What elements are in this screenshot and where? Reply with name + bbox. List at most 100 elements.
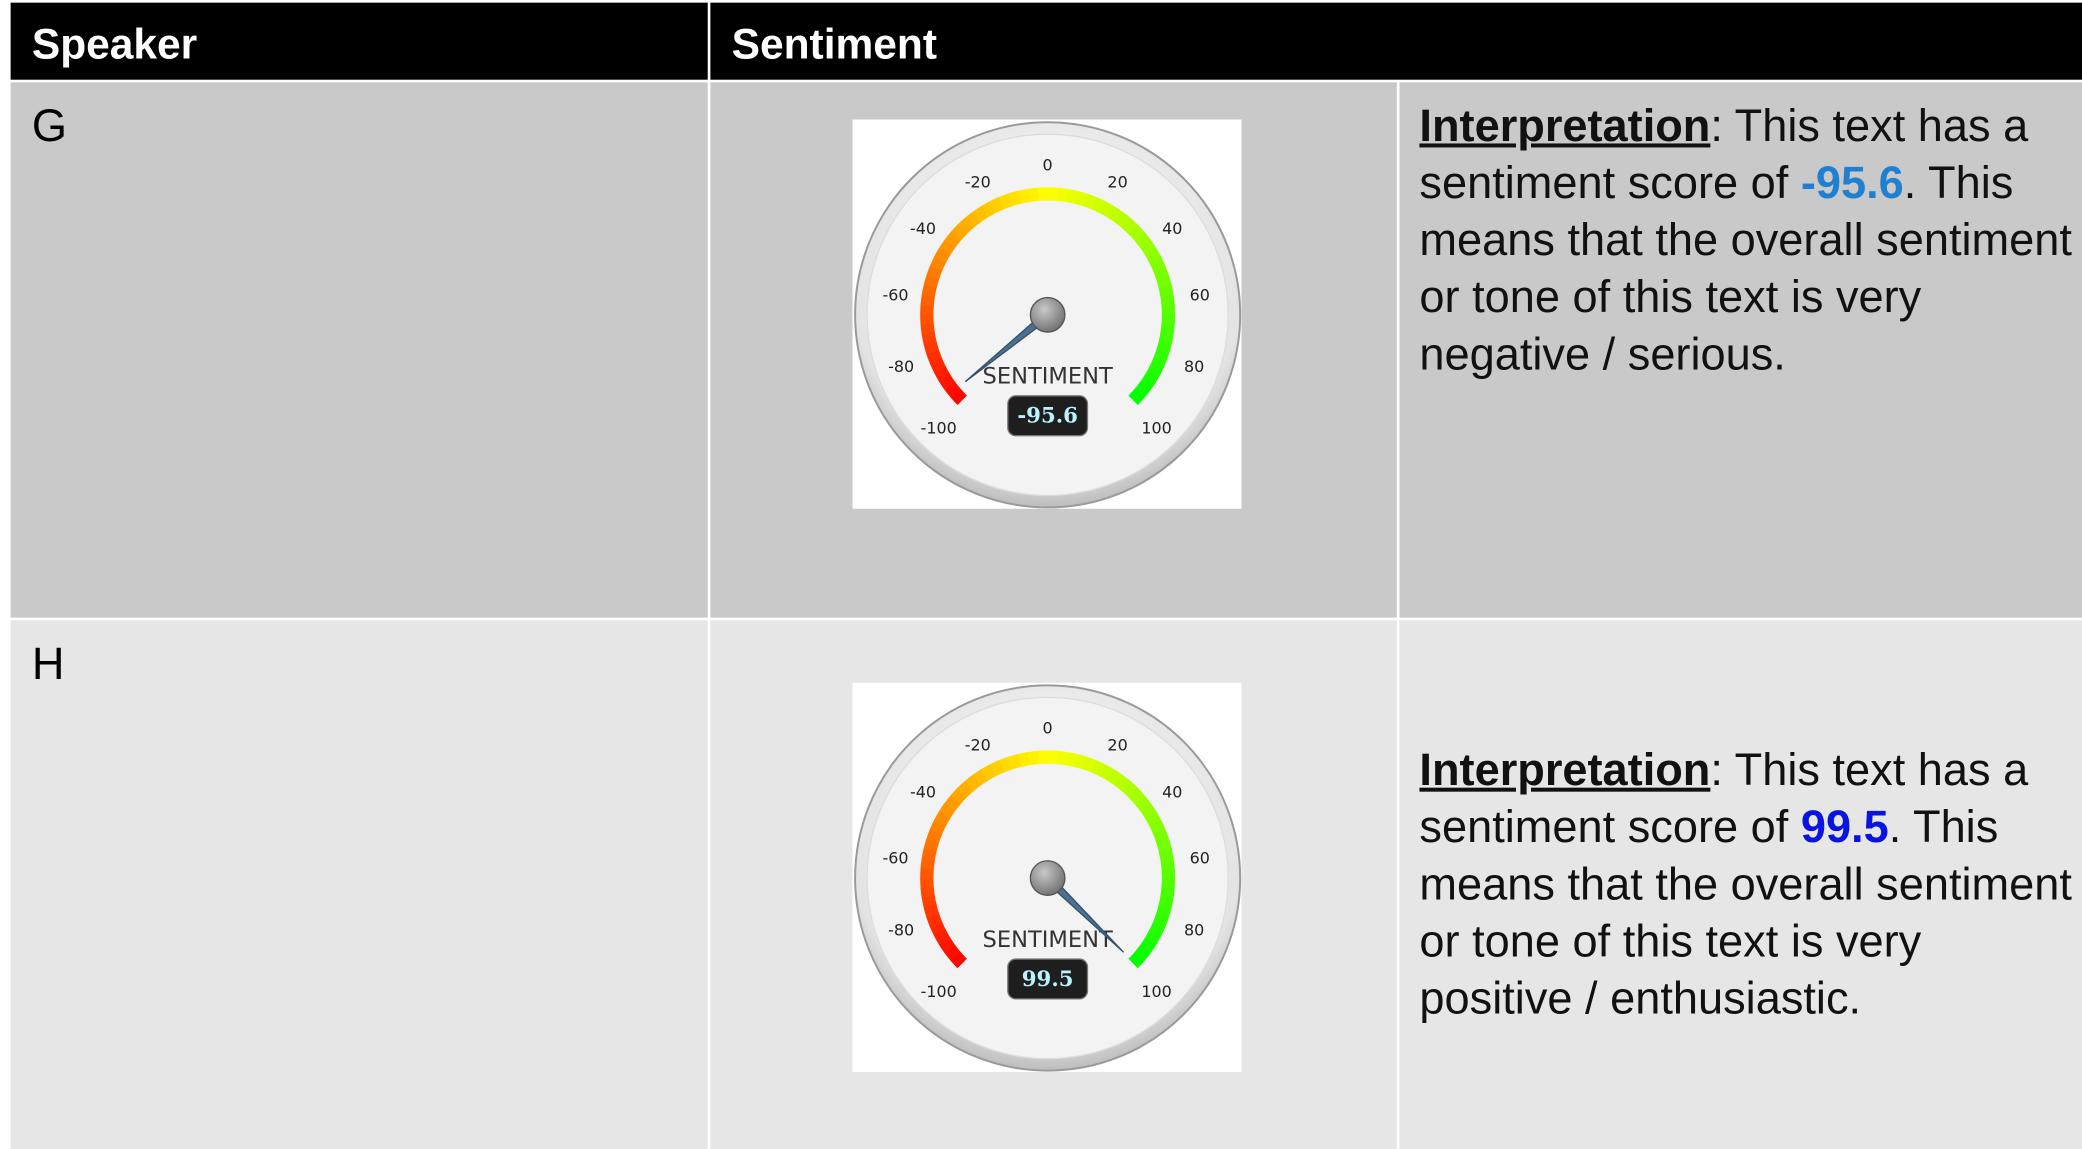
gauge-band — [1074, 754, 1088, 770]
gauge-tick-label: -100 — [921, 982, 957, 1001]
interpretation-cell: Interpretation: This text has a sentimen… — [1399, 620, 2082, 1149]
speaker-cell: G — [10, 82, 708, 618]
gauge-tick-label: 20 — [1107, 172, 1127, 191]
gauge-band — [1091, 760, 1106, 777]
gauge-band — [934, 810, 951, 827]
gauge: -100 -80 -60 -40 -20 0 20 40 60 80 100 SENTIMENT 99.… — [852, 682, 1242, 1072]
gauge-band — [981, 200, 997, 218]
gauge-band — [1017, 188, 1031, 204]
gauge-band — [929, 819, 947, 835]
gauge-band — [1158, 848, 1174, 861]
interpretation-before: : This text has a sentiment score of — [1419, 744, 2029, 853]
interpretation-before: : This text has a sentiment score of — [1419, 100, 2029, 209]
gauge-band — [926, 265, 943, 280]
gauge-band — [957, 217, 974, 235]
gauge-band — [944, 231, 962, 248]
gauge-band — [938, 802, 956, 819]
interpretation-after: . This means that the overall sentiment … — [1419, 801, 2072, 1024]
gauge-band — [1128, 388, 1145, 405]
gauge-tick-label: 80 — [1184, 920, 1204, 939]
gauge-band — [1153, 829, 1170, 844]
gauge-band — [929, 256, 947, 272]
gauge-band — [923, 838, 940, 852]
gauge-tick-label: 0 — [1043, 719, 1053, 738]
gauge-tick-label: 40 — [1162, 782, 1182, 801]
gauge-band — [1082, 756, 1097, 773]
gauge-band — [921, 895, 937, 908]
gauge-tick-label: -60 — [883, 286, 909, 305]
gauge-band — [934, 247, 951, 264]
gauge-tick-label: -100 — [921, 419, 957, 438]
gauge-band — [920, 857, 935, 870]
gauge-band — [1091, 197, 1106, 214]
gauge-tick-label: -80 — [888, 920, 914, 939]
gauge-band — [1152, 350, 1169, 365]
gauge-band — [1156, 904, 1172, 918]
interpretation-text: Interpretation: This text has a sentimen… — [1419, 98, 2082, 384]
gauge-band — [1114, 211, 1131, 229]
gauge-band — [1149, 921, 1166, 937]
gauge-band — [929, 358, 946, 373]
gauge-band — [1065, 188, 1078, 204]
gauge-band — [1152, 913, 1169, 928]
gauge-tick-label: 60 — [1190, 849, 1210, 868]
gauge-band — [998, 193, 1013, 210]
gauge-tick-label: -60 — [883, 849, 909, 868]
gauge-band — [1156, 838, 1172, 852]
gauge-band — [938, 239, 956, 256]
gauge-band — [938, 937, 956, 953]
gauge-band — [1134, 381, 1151, 399]
gauge-band — [1008, 190, 1022, 207]
gauge-band — [957, 780, 974, 798]
gauge-band — [972, 205, 989, 223]
gauge-band — [1156, 341, 1172, 355]
interpretation-heading: Interpretation — [1419, 744, 1711, 795]
gauge-band — [1056, 187, 1069, 203]
gauge-band — [989, 760, 1005, 777]
gauge-band — [1099, 764, 1115, 781]
gauge-band — [1149, 256, 1166, 272]
gauge-band — [1008, 753, 1022, 770]
gauge-band — [921, 847, 937, 861]
gauge-value-box — [1007, 395, 1089, 437]
speaker-cell: H — [10, 620, 708, 1149]
gauge-value-label: 99.5 — [1022, 967, 1074, 992]
gauge-band — [1134, 231, 1152, 249]
gauge-label: SENTIMENT — [983, 364, 1113, 390]
gauge-band — [920, 294, 935, 306]
gauge-band — [944, 944, 961, 961]
gauge-value-box — [1007, 958, 1089, 1000]
gauge-band — [923, 340, 940, 355]
gauge-band — [950, 224, 968, 241]
gauge-band — [944, 381, 961, 398]
gauge-band — [950, 787, 968, 804]
gauge-tick-label: -80 — [888, 357, 914, 376]
gauge-band — [921, 284, 937, 297]
gauge-band — [1139, 803, 1157, 819]
gauge-band — [1158, 285, 1174, 298]
gauge-band — [920, 323, 935, 335]
gauge-band — [923, 274, 940, 289]
gauge-tick-label: 100 — [1141, 982, 1171, 1001]
gauge-band — [1027, 187, 1040, 202]
gauge-band — [1065, 752, 1078, 768]
gauge-band — [998, 756, 1013, 773]
gauge-band — [1144, 366, 1162, 382]
gauge-tick-label: 80 — [1184, 357, 1204, 376]
gauge-band — [933, 929, 951, 945]
gauge-band — [1121, 781, 1139, 798]
gauge-cell: -100 -80 -60 -40 -20 0 20 40 60 80 100 SENTIMENT -95… — [710, 82, 1397, 618]
gauge-band — [1107, 206, 1123, 223]
gauge-band — [1056, 750, 1069, 766]
gauge-band — [981, 764, 997, 781]
gauge-band — [1139, 937, 1157, 954]
gauge-band — [1027, 750, 1040, 766]
gauge-band — [1160, 886, 1175, 899]
gauge-band — [921, 332, 937, 345]
header-sentiment: Sentiment — [710, 2, 2082, 80]
gauge-band — [1156, 275, 1172, 289]
gauge-tick-label: 100 — [1141, 419, 1171, 438]
gauge-band — [1128, 952, 1145, 969]
gauge-band — [1160, 323, 1175, 336]
gauge-band — [1158, 895, 1174, 909]
